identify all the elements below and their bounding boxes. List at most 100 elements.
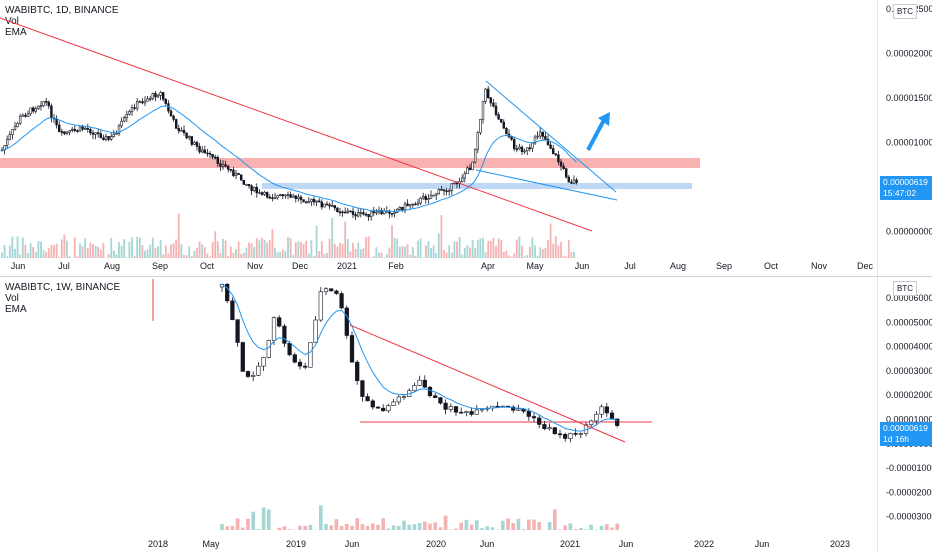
candle-body bbox=[505, 128, 507, 134]
breakout-arrow-icon[interactable] bbox=[588, 112, 610, 150]
candle-body bbox=[162, 92, 164, 99]
volume-bar bbox=[516, 240, 518, 258]
volume-bar bbox=[157, 246, 159, 258]
candle-body bbox=[236, 320, 240, 343]
volume-bar bbox=[459, 523, 463, 530]
price-tick-label: -0.00003000 bbox=[886, 512, 932, 522]
volume-bar bbox=[365, 237, 367, 258]
candle-body bbox=[84, 128, 86, 129]
price-axis-border bbox=[877, 0, 878, 276]
volume-bar bbox=[454, 529, 458, 530]
resistance-zone[interactable] bbox=[0, 158, 700, 168]
time-tick-label: 2023 bbox=[830, 539, 850, 549]
unit-label[interactable]: BTC bbox=[893, 4, 917, 19]
volume-bar bbox=[240, 254, 242, 258]
candle-body bbox=[241, 342, 245, 371]
candle-body bbox=[472, 162, 474, 170]
volume-bar bbox=[277, 252, 279, 258]
daily-chart-canvas[interactable]: 0.000025000.000020000.000015000.00001000… bbox=[0, 0, 932, 276]
unit-label[interactable]: BTC bbox=[893, 281, 917, 296]
candle-body bbox=[331, 206, 333, 207]
candle-body bbox=[543, 424, 547, 428]
candle-body bbox=[230, 169, 232, 170]
candle-body bbox=[490, 98, 492, 103]
candle-body bbox=[305, 202, 307, 203]
candle-body bbox=[349, 211, 351, 212]
volume-bar bbox=[397, 526, 401, 530]
candle-body bbox=[430, 195, 432, 198]
volume-bar bbox=[495, 246, 497, 258]
candle-body bbox=[433, 396, 437, 398]
candle-body bbox=[361, 381, 365, 397]
candle-body bbox=[495, 106, 497, 115]
candle-body bbox=[76, 131, 78, 132]
candle-body bbox=[407, 204, 409, 206]
volume-bar bbox=[262, 507, 266, 530]
volume-bars bbox=[220, 505, 619, 530]
candle-body bbox=[238, 173, 240, 174]
time-tick-label: Jun bbox=[11, 261, 26, 271]
candle-body bbox=[428, 387, 432, 396]
volume-bar bbox=[279, 252, 281, 258]
candle-body bbox=[435, 194, 437, 195]
candle-body bbox=[32, 108, 34, 111]
candle-body bbox=[240, 175, 242, 181]
volume-bar bbox=[27, 253, 29, 258]
candle-body bbox=[144, 101, 146, 103]
volume-bar bbox=[335, 519, 339, 530]
volume-bar bbox=[503, 252, 505, 258]
volume-bar bbox=[283, 526, 287, 530]
candle-body bbox=[474, 149, 476, 162]
volume-bar bbox=[175, 239, 177, 258]
volume-bar bbox=[522, 529, 526, 530]
candle-body bbox=[24, 115, 26, 116]
candle-body bbox=[527, 411, 531, 416]
volume-bar bbox=[82, 246, 84, 258]
volume-bar bbox=[269, 240, 271, 258]
volume-bar bbox=[532, 520, 536, 530]
candle-body bbox=[368, 214, 370, 216]
volume-bar bbox=[154, 248, 156, 258]
candle-body bbox=[269, 197, 271, 198]
volume-bar bbox=[474, 248, 476, 258]
descending-trendline[interactable] bbox=[350, 325, 625, 442]
volume-bar bbox=[102, 243, 104, 258]
volume-bar bbox=[430, 248, 432, 258]
volume-bar bbox=[167, 253, 169, 258]
price-tick-label: 0.00005000 bbox=[886, 317, 932, 327]
candle-body bbox=[56, 119, 58, 125]
candle-body bbox=[61, 132, 63, 133]
candle-body bbox=[314, 320, 318, 343]
ema-line bbox=[222, 284, 617, 431]
volume-bar bbox=[521, 246, 523, 258]
candle-body bbox=[100, 134, 102, 138]
candle-body bbox=[446, 191, 448, 192]
volume-bar bbox=[420, 239, 422, 258]
candle-body bbox=[352, 211, 354, 214]
volume-bar bbox=[201, 244, 203, 258]
candle-body bbox=[225, 165, 227, 167]
candle-body bbox=[288, 343, 292, 354]
volume-bar bbox=[508, 256, 510, 258]
daily-chart-pane[interactable]: WABIBTC, 1D, BINANCE Vol EMA 0.000025000… bbox=[0, 0, 932, 276]
weekly-chart-canvas[interactable]: 0.000060000.000050000.000040000.00003000… bbox=[0, 277, 932, 551]
volume-bar bbox=[428, 524, 432, 530]
volume-bar bbox=[537, 522, 541, 530]
candle-body bbox=[319, 292, 323, 320]
price-axis[interactable]: 0.000025000.000020000.000015000.00001000… bbox=[886, 4, 932, 237]
volume-bar bbox=[180, 244, 182, 258]
volume-bar bbox=[79, 243, 81, 258]
candle-countdown: 1d 16h bbox=[883, 434, 932, 445]
volume-bar bbox=[355, 518, 359, 530]
support-zone[interactable] bbox=[262, 183, 692, 189]
volume-bar bbox=[243, 253, 245, 258]
volume-bar bbox=[475, 520, 479, 530]
volume-bar bbox=[500, 240, 502, 258]
volume-bar bbox=[517, 519, 521, 530]
candle-body bbox=[381, 408, 385, 411]
volume-bar bbox=[456, 242, 458, 258]
price-axis[interactable]: 0.000060000.000050000.000040000.00003000… bbox=[886, 293, 932, 522]
